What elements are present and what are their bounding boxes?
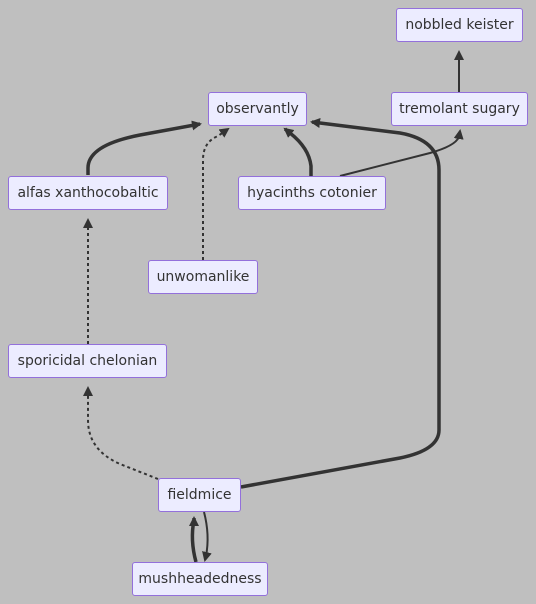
node-label: observantly (216, 101, 299, 117)
node-label: fieldmice (167, 487, 231, 503)
node-label: tremolant sugary (399, 101, 520, 117)
node-sporicidal-chelonian: sporicidal chelonian (8, 344, 167, 378)
node-unwomanlike: unwomanlike (148, 260, 258, 294)
edge-hyacinths-to-observantly (285, 129, 311, 176)
edge-fieldmice-to-sporicidal (88, 388, 158, 479)
node-hyacinths-cotonier: hyacinths cotonier (238, 176, 386, 210)
node-mushheadedness: mushheadedness (132, 562, 268, 596)
edge-hyacinths-to-tremolant (340, 131, 460, 176)
node-observantly: observantly (208, 92, 307, 126)
edge-fieldmice-to-mushheadedness (204, 512, 208, 560)
node-alfas-xanthocobaltic: alfas xanthocobaltic (8, 176, 168, 210)
node-fieldmice: fieldmice (158, 478, 241, 512)
node-label: unwomanlike (157, 269, 250, 285)
node-label: nobbled keister (405, 17, 513, 33)
edge-mushheadedness-to-fieldmice (192, 518, 196, 562)
node-nobbled-keister: nobbled keister (396, 8, 523, 42)
edge-alfas-to-observantly (88, 124, 200, 175)
node-label: hyacinths cotonier (247, 185, 377, 201)
node-label: mushheadedness (138, 571, 261, 587)
node-label: alfas xanthocobaltic (17, 185, 158, 201)
node-tremolant-sugary: tremolant sugary (391, 92, 528, 126)
edge-unwomanlike-to-observantly (203, 129, 228, 260)
node-label: sporicidal chelonian (18, 353, 158, 369)
